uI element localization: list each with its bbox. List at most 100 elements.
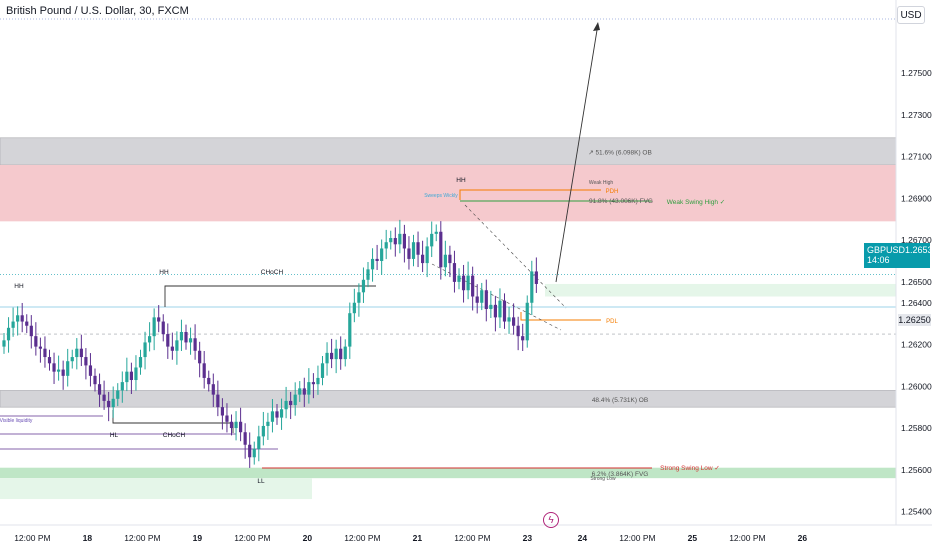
annotation-label: CHoCH xyxy=(163,432,186,439)
channel-upper xyxy=(464,204,567,309)
candle-body xyxy=(380,248,384,261)
candle-body xyxy=(289,400,293,406)
candle-body xyxy=(170,346,174,351)
candle-body xyxy=(461,275,466,291)
projection-arrow xyxy=(555,23,599,283)
candle-body xyxy=(452,263,457,282)
chart-title: British Pound / U.S. Dollar, 30, FXCM xyxy=(6,5,189,17)
badge-symbol: GBPUSD xyxy=(867,245,906,255)
candle-body xyxy=(239,421,243,433)
candle-body xyxy=(457,275,461,282)
candle-body xyxy=(534,271,538,284)
candles-layer xyxy=(2,219,538,468)
annotation-label: CHoCH xyxy=(261,269,284,276)
time-tick-label: 19 xyxy=(193,533,203,543)
annotation-label: LL xyxy=(257,478,265,485)
candle-body xyxy=(234,421,238,429)
candle-body xyxy=(34,336,38,347)
candle-body xyxy=(216,394,220,408)
price-tick-label: 1.25400 xyxy=(901,507,932,517)
time-tick-label: 26 xyxy=(798,533,808,543)
candle-body xyxy=(516,325,520,337)
candle-body xyxy=(198,350,202,364)
candle-body xyxy=(384,242,388,249)
candle-body xyxy=(152,317,156,337)
zone-ob xyxy=(0,390,897,408)
candle-body xyxy=(489,304,493,310)
candle-body xyxy=(261,425,265,437)
annotation-label: 91.8% (43.006K) FVG xyxy=(589,198,653,205)
annotation-label: Visible liquidity xyxy=(0,418,33,424)
candle-body xyxy=(266,421,270,426)
candle-body xyxy=(61,369,65,376)
candle-body xyxy=(79,348,83,358)
price-tick-label: 1.27500 xyxy=(901,68,932,78)
candle-body xyxy=(157,317,161,322)
labels-layer: ↗ 51.6% (6.098K) OB 48.4% (5.731K) OB 6.2%… xyxy=(0,149,725,485)
candle-body xyxy=(357,292,361,303)
candle-body xyxy=(275,411,279,418)
candle-body xyxy=(125,371,129,383)
candle-body xyxy=(307,382,311,395)
candle-body xyxy=(270,411,275,422)
candle-body xyxy=(11,321,15,328)
candle-body xyxy=(311,382,315,385)
annotation-label: Strong Swing Low ✓ xyxy=(660,465,720,472)
candle-body xyxy=(393,238,397,245)
candle-body xyxy=(252,448,256,458)
zone-label: ↗ 51.6% (6.098K) OB xyxy=(588,149,652,156)
candle-body xyxy=(339,348,343,360)
price-tick-label: 1.26000 xyxy=(901,381,932,391)
candle-body xyxy=(348,313,352,347)
candle-body xyxy=(502,300,507,322)
pdl-line xyxy=(520,312,601,321)
candle-body xyxy=(188,338,193,343)
candle-body xyxy=(47,357,52,364)
candle-body xyxy=(293,394,297,406)
candle-body xyxy=(202,363,206,378)
time-tick-label: 12:00 PM xyxy=(124,533,160,543)
candle-body xyxy=(38,346,42,349)
price-tick-label: 1.26200 xyxy=(901,340,932,350)
candle-body xyxy=(298,388,302,395)
annotation-label: HL xyxy=(110,432,119,439)
zone-ob xyxy=(0,137,897,166)
candle-body xyxy=(370,258,375,270)
currency-button[interactable]: USD xyxy=(897,6,925,24)
candle-body xyxy=(20,315,24,322)
candle-body xyxy=(421,254,425,264)
annotation-label: HH xyxy=(456,177,466,184)
candle-body xyxy=(430,233,434,247)
annotation-label: PDL xyxy=(606,319,618,325)
price-tick-label: 1.26400 xyxy=(901,298,932,308)
candle-body xyxy=(366,269,370,280)
candle-body xyxy=(116,390,120,399)
candle-body xyxy=(507,317,511,322)
candle-body xyxy=(334,348,338,360)
zone-fvg_light xyxy=(545,283,896,297)
candle-body xyxy=(439,231,443,268)
price-tick-label: 1.27300 xyxy=(901,110,932,120)
candle-body xyxy=(243,432,247,445)
candle-body xyxy=(175,340,179,351)
candle-body xyxy=(211,384,215,395)
candle-body xyxy=(411,242,416,259)
price-tick-label: 1.26700 xyxy=(901,235,932,245)
lightning-icon[interactable]: ϟ xyxy=(543,512,559,528)
candle-body xyxy=(361,279,366,293)
time-tick-label: 12:00 PM xyxy=(344,533,380,543)
candle-body xyxy=(320,363,325,378)
candle-body xyxy=(425,246,429,264)
time-axis: 12:00 PM 18 12:00 PM 19 12:00 PM 20 12:00 PM 21… xyxy=(0,524,932,543)
time-tick-label: 12:00 PM xyxy=(619,533,655,543)
candle-body xyxy=(93,375,97,385)
price-tick-label: 1.26500 xyxy=(901,277,932,287)
candle-body xyxy=(111,398,115,408)
candle-body xyxy=(148,336,152,343)
candle-body xyxy=(161,321,165,335)
candle-body xyxy=(466,275,470,291)
candle-body xyxy=(102,394,106,401)
zones-layer xyxy=(0,137,897,500)
candle-body xyxy=(398,233,402,245)
